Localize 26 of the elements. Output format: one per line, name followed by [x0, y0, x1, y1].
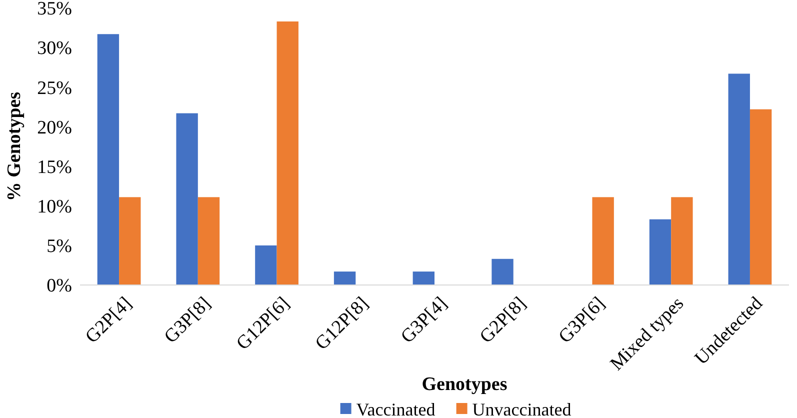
- y-axis-title: % Genotypes: [4, 92, 25, 202]
- bar: [97, 34, 120, 285]
- bar: [255, 245, 277, 285]
- bar: [276, 21, 298, 285]
- y-tick-label: 5%: [46, 236, 72, 258]
- legend-label: Vaccinated: [356, 399, 436, 418]
- y-tick-label: 10%: [37, 196, 72, 218]
- y-tick-label: 15%: [37, 156, 72, 178]
- bar: [334, 272, 356, 285]
- bar: [412, 272, 434, 285]
- y-tick-label: 35%: [37, 0, 72, 20]
- bar: [671, 197, 693, 285]
- y-tick-label: 25%: [37, 78, 72, 99]
- bar: [119, 197, 141, 285]
- y-tick-label: 30%: [37, 38, 72, 60]
- y-tick-label: 0%: [46, 276, 72, 297]
- bar: [176, 113, 198, 285]
- x-axis-title: Genotypes: [422, 374, 508, 395]
- bar: [198, 197, 220, 285]
- bar: [750, 109, 772, 285]
- bar: [592, 197, 614, 285]
- bar: [649, 219, 672, 285]
- y-tick-label: 20%: [37, 117, 72, 138]
- bar: [728, 74, 750, 285]
- bar: [492, 258, 514, 285]
- legend-label: Unvaccinated: [472, 399, 572, 418]
